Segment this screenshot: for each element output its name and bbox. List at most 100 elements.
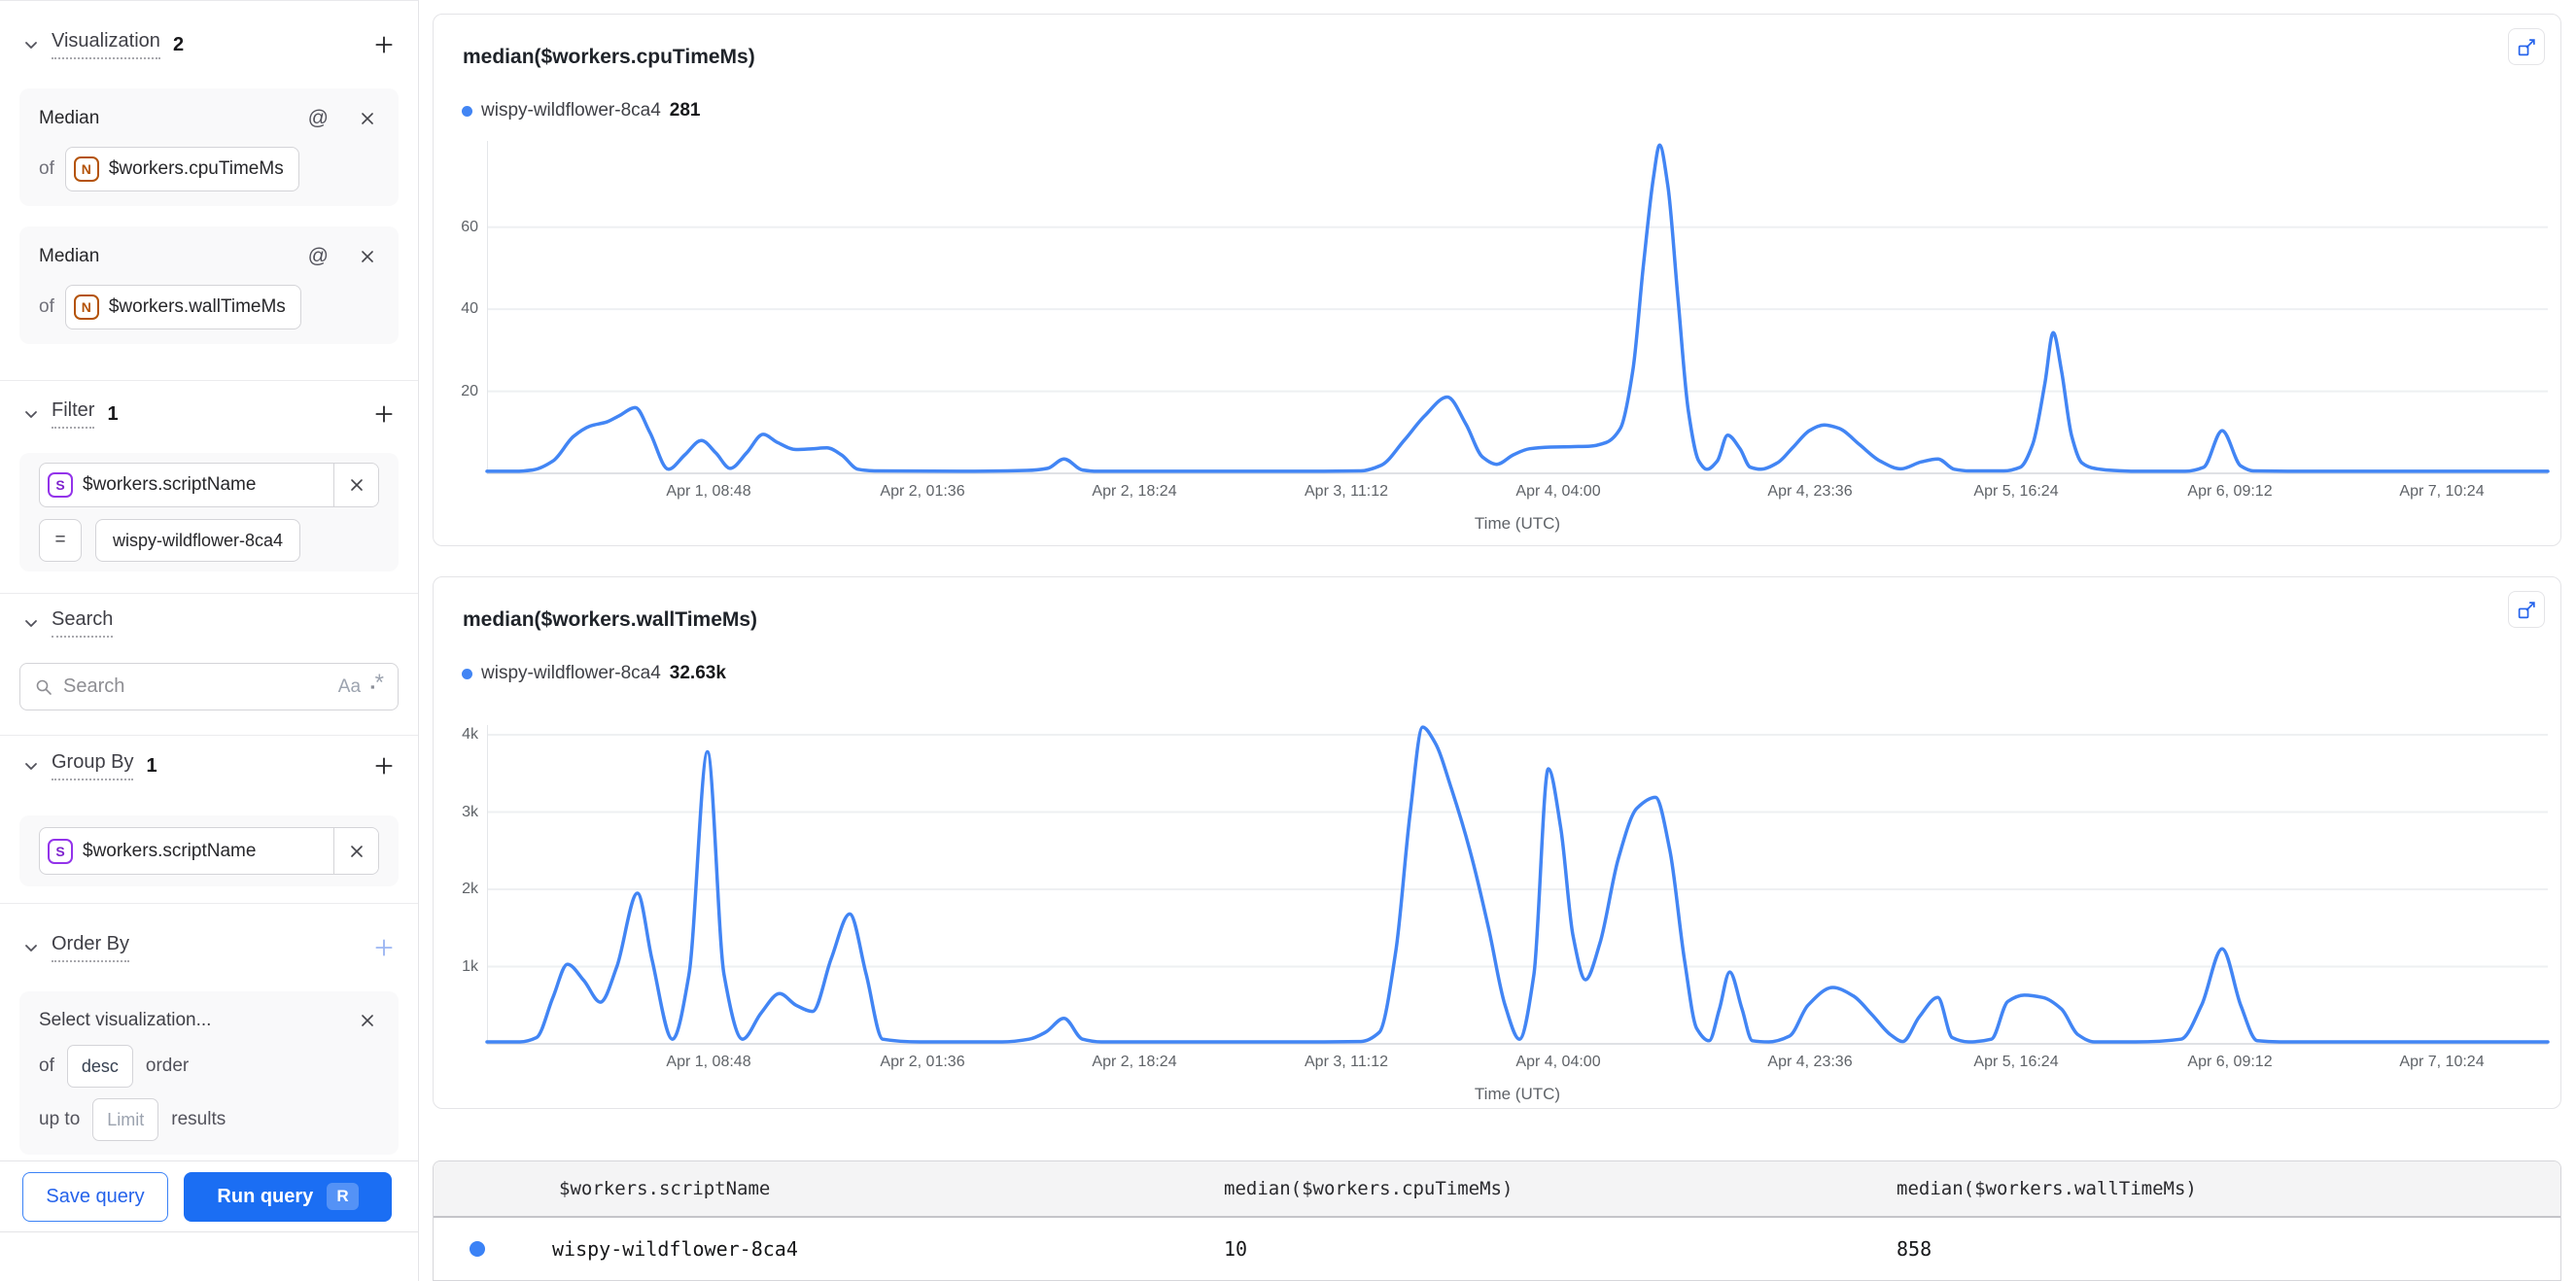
group-by-field-input[interactable]: S $workers.scriptName <box>39 827 379 875</box>
add-group-by-button[interactable] <box>369 751 399 780</box>
filter-operator-select[interactable]: = <box>39 519 82 562</box>
chart-plot-area[interactable] <box>485 141 2550 477</box>
x-axis-label: Apr 2, 01:36 <box>880 483 965 500</box>
x-axis-label: Apr 3, 11:12 <box>1305 1054 1388 1070</box>
divider <box>0 903 418 904</box>
group-by-count: 1 <box>146 754 157 777</box>
y-axis-label: 2k <box>462 881 478 897</box>
table-row[interactable]: wispy-wildflower-8ca4 10 858 <box>434 1218 2560 1280</box>
chevron-down-icon[interactable] <box>19 936 43 959</box>
aggregation-label: Median <box>39 246 100 266</box>
at-icon[interactable]: @ <box>307 107 329 129</box>
save-query-button[interactable]: Save query <box>22 1171 168 1222</box>
chart-card-wall-time: median($workers.wallTimeMs) wispy-wildfl… <box>433 576 2561 1109</box>
chevron-down-icon[interactable] <box>19 611 43 635</box>
of-label: of <box>39 296 54 317</box>
chart-title: median($workers.wallTimeMs) <box>463 608 758 631</box>
filter-card: S $workers.scriptName = wispy-wildflower… <box>19 453 399 571</box>
remove-order-by-button[interactable] <box>356 1009 379 1032</box>
x-axis-label: Apr 1, 08:48 <box>666 483 751 500</box>
field-chip-label: $workers.wallTimeMs <box>108 296 286 317</box>
add-order-by-button[interactable] <box>369 933 399 962</box>
divider <box>0 735 418 736</box>
section-search: Search Aa ▪* <box>0 594 418 735</box>
x-axis-label: Apr 2, 18:24 <box>1092 483 1177 500</box>
x-axis-title: Time (UTC) <box>1474 514 1561 533</box>
string-type-icon: S <box>48 838 73 864</box>
y-axis-label: 40 <box>461 300 478 317</box>
x-axis-label: Apr 6, 09:12 <box>2187 483 2273 500</box>
section-title-group-by: Group By <box>52 751 134 780</box>
order-label: order <box>145 1056 190 1076</box>
section-title-search: Search <box>52 608 114 638</box>
chart-plot-area[interactable] <box>485 725 2550 1048</box>
series-dot-icon <box>470 1241 485 1257</box>
chevron-down-icon[interactable] <box>19 402 43 426</box>
line-chart-wall-time: 1k 2k 3k 4k Apr 1, 08:48 Apr 2, 01:36 Apr 2, 1… <box>434 725 2560 1103</box>
expand-icon <box>2518 38 2535 55</box>
cell-cpu-median: 10 <box>1224 1237 1248 1261</box>
legend-item[interactable]: wispy-wildflower-8ca4 32.63k <box>462 663 726 684</box>
order-direction-select[interactable]: desc <box>66 1045 133 1088</box>
column-header-script-name: $workers.scriptName <box>559 1178 771 1199</box>
cell-script-name: wispy-wildflower-8ca4 <box>552 1237 798 1261</box>
visualization-count: 2 <box>172 33 185 55</box>
legend-series-name: wispy-wildflower-8ca4 <box>481 663 661 683</box>
aggregation-label: Median <box>39 108 100 128</box>
remove-visualization-button[interactable] <box>356 107 379 130</box>
section-group-by: Group By 1 S $workers.scriptName <box>0 736 418 903</box>
field-chip-cpu-time[interactable]: N $workers.cpuTimeMs <box>64 147 299 191</box>
filter-field-input[interactable]: S $workers.scriptName <box>39 463 379 507</box>
x-axis-label: Apr 7, 10:24 <box>2399 483 2485 500</box>
x-axis-label: Apr 7, 10:24 <box>2399 1054 2485 1070</box>
up-to-label: up to <box>39 1109 81 1129</box>
number-type-icon: N <box>73 156 99 182</box>
legend-item[interactable]: wispy-wildflower-8ca4 281 <box>462 100 700 121</box>
run-query-button[interactable]: Run query R <box>184 1171 392 1222</box>
line-chart-cpu-time: 20 40 60 Apr 1, 08:48 Apr 2, 01:36 Apr 2, 18:… <box>434 141 2560 533</box>
y-axis-label: 1k <box>462 958 478 975</box>
string-type-icon: S <box>48 472 73 498</box>
expand-chart-button[interactable] <box>2508 591 2545 628</box>
x-axis-label: Apr 6, 09:12 <box>2187 1054 2273 1070</box>
x-axis-label: Apr 5, 16:24 <box>1973 483 2059 500</box>
section-title-order-by: Order By <box>52 933 130 962</box>
y-axis-label: 4k <box>462 726 478 743</box>
limit-input[interactable]: Limit <box>92 1098 159 1141</box>
remove-filter-button[interactable] <box>333 464 378 506</box>
y-axis-label: 3k <box>462 804 478 820</box>
filter-field-label: $workers.scriptName <box>83 474 257 495</box>
field-chip-wall-time[interactable]: N $workers.wallTimeMs <box>64 285 301 329</box>
x-axis-label: Apr 4, 04:00 <box>1515 1054 1601 1070</box>
x-axis-label: Apr 4, 23:36 <box>1767 1054 1853 1070</box>
of-label: of <box>39 1056 54 1076</box>
remove-visualization-button[interactable] <box>356 245 379 268</box>
number-type-icon: N <box>73 294 99 320</box>
x-axis-label: Apr 3, 11:12 <box>1305 483 1388 500</box>
regex-toggle[interactable]: ▪ * <box>370 669 384 696</box>
x-axis-label: Apr 2, 18:24 <box>1092 1054 1177 1070</box>
series-dot-icon <box>462 105 472 117</box>
y-axis-label: 20 <box>461 383 478 399</box>
expand-icon <box>2518 601 2535 618</box>
at-icon[interactable]: @ <box>307 245 329 267</box>
series-line <box>485 725 2550 1044</box>
x-axis-label: Apr 4, 23:36 <box>1767 483 1853 500</box>
chevron-down-icon[interactable] <box>19 33 43 56</box>
match-case-toggle[interactable]: Aa <box>337 675 362 697</box>
add-visualization-button[interactable] <box>369 30 399 59</box>
remove-group-by-button[interactable] <box>333 828 378 874</box>
add-filter-button[interactable] <box>369 399 399 429</box>
legend-series-name: wispy-wildflower-8ca4 <box>481 100 661 121</box>
visualization-card-cpu: Median @ of N $workers.cpuTimeMs <box>19 88 399 206</box>
search-input[interactable] <box>63 675 329 698</box>
divider <box>0 593 418 594</box>
order-by-visualization-select[interactable]: Select visualization... <box>39 1010 212 1030</box>
column-header-wall-median: median($workers.wallTimeMs) <box>1897 1178 2197 1199</box>
expand-chart-button[interactable] <box>2508 28 2545 65</box>
filter-value-chip[interactable]: wispy-wildflower-8ca4 <box>95 519 301 562</box>
section-filter: Filter 1 S $workers.scriptName <box>0 381 418 593</box>
chevron-down-icon[interactable] <box>19 754 43 778</box>
search-icon <box>34 677 53 697</box>
